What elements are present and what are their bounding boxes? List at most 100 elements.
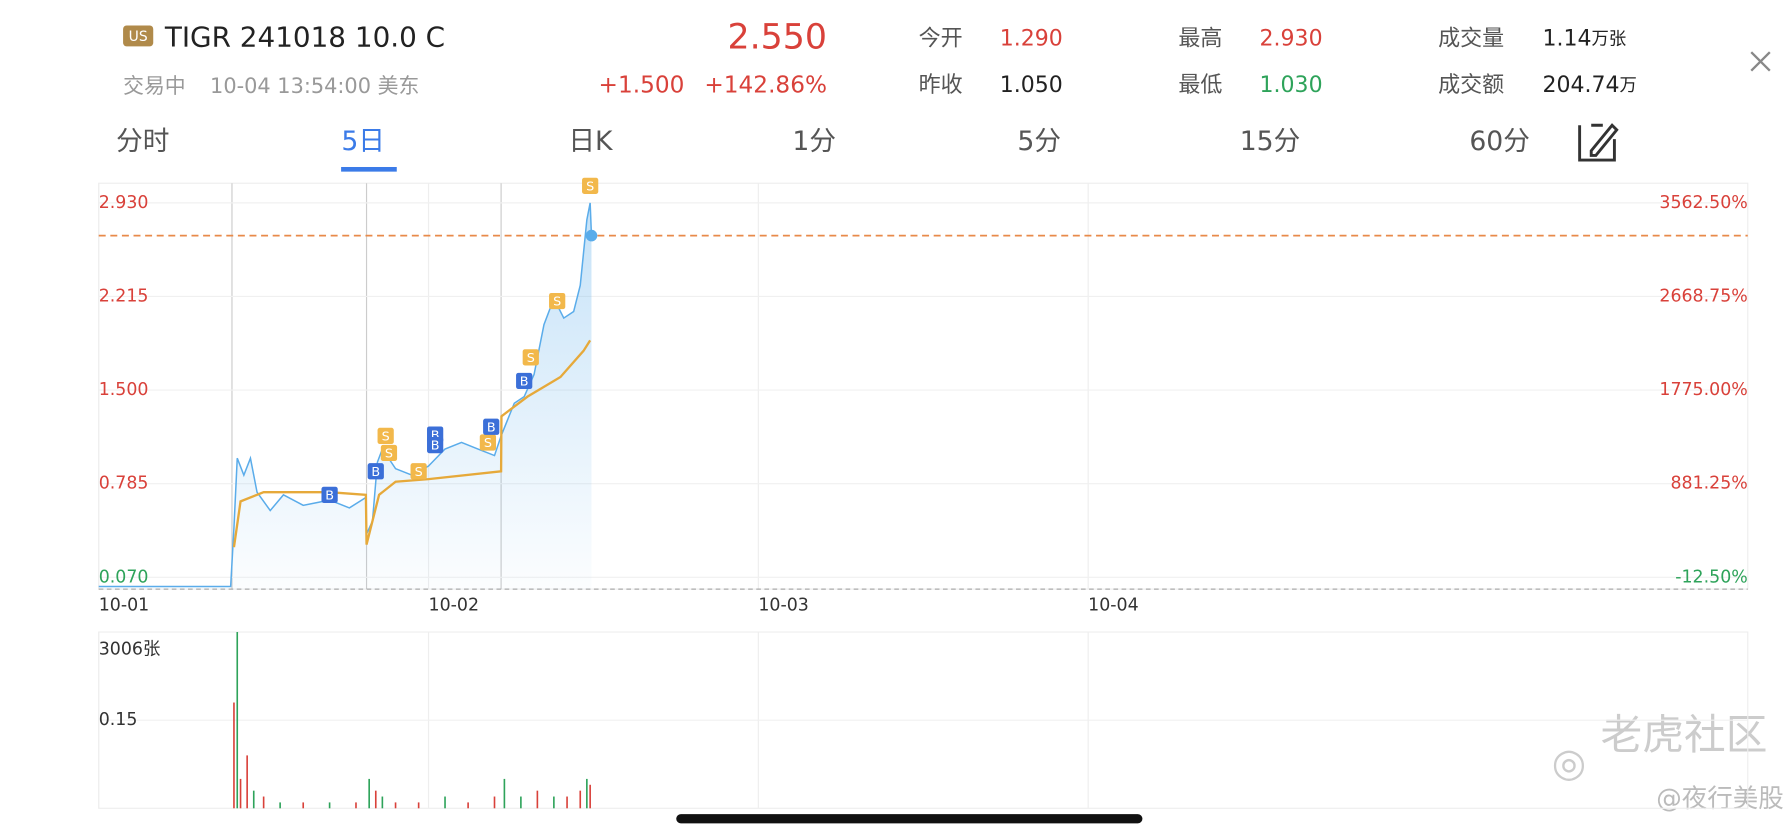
- volume-bar: [444, 796, 446, 809]
- stat-number: 1.030: [1260, 73, 1323, 98]
- trade-marker: [380, 444, 398, 462]
- trade-marker: [522, 349, 539, 366]
- trade-marker: [582, 177, 599, 194]
- stat-label: 昨收: [919, 73, 963, 98]
- home-indicator: [676, 814, 1143, 824]
- volume-bar: [589, 784, 591, 809]
- trade-marker: [549, 292, 566, 310]
- volume-bar: [520, 796, 522, 809]
- tab[interactable]: 1分: [792, 126, 836, 157]
- trade-marker-label: S: [553, 295, 561, 310]
- stat-label: 成交量: [1438, 26, 1504, 51]
- volume-bar: [328, 802, 331, 809]
- tab[interactable]: 5分: [1017, 126, 1061, 157]
- trade-marker-label: S: [586, 180, 594, 195]
- volume-bar: [553, 796, 555, 809]
- stat-value: 2.930: [1260, 26, 1323, 51]
- time: 10-04 13:54:00 美东: [210, 74, 419, 98]
- trade-marker: [377, 427, 394, 445]
- x-tick-label: 10-04: [1088, 595, 1139, 615]
- stat-value: 1.290: [1000, 26, 1063, 51]
- x-tick-label: 10-03: [758, 595, 809, 615]
- stat-number: 2.930: [1260, 26, 1323, 51]
- market-badge-bg: [123, 25, 154, 47]
- market-badge: US: [129, 29, 148, 45]
- x-tick-label: 10-01: [99, 595, 150, 615]
- trade-marker: [483, 418, 500, 435]
- trade-marker-label: S: [382, 430, 390, 445]
- y2-tick-label: -12.50%: [1675, 567, 1748, 587]
- stat-unit: 万: [1620, 76, 1637, 96]
- volume-bar: [417, 802, 420, 809]
- y-tick-label: 0.070: [99, 567, 149, 587]
- volume-bar: [246, 755, 248, 809]
- stat-label: 最高: [1178, 26, 1222, 51]
- price: 2.550: [727, 17, 827, 57]
- stat-label: 今开: [919, 26, 963, 51]
- trade-marker: [410, 463, 427, 480]
- y2-tick-label: 881.25%: [1670, 474, 1747, 494]
- stat-number: 1.14: [1543, 26, 1592, 51]
- y-tick-label: 0.785: [99, 474, 149, 494]
- trade-marker-label: B: [325, 488, 334, 503]
- stat-value: 1.030: [1260, 73, 1323, 98]
- stat-number: 1.050: [1000, 73, 1063, 98]
- stat-label: 成交额: [1438, 73, 1504, 98]
- trade-marker-label: S: [385, 447, 393, 462]
- stat-number: 204.74: [1543, 73, 1620, 98]
- trade-marker-label: B: [487, 420, 496, 435]
- stat-value: 204.74万: [1543, 73, 1637, 98]
- trade-marker: [516, 372, 533, 390]
- volume-bar: [381, 796, 384, 809]
- stat-value: 1.050: [1000, 73, 1063, 98]
- tab[interactable]: 15分: [1240, 126, 1301, 157]
- trade-marker-label: S: [484, 436, 492, 451]
- draw-tool[interactable]: [1578, 123, 1619, 162]
- volume-bar: [503, 778, 506, 809]
- volume-bar: [302, 802, 305, 809]
- trade-marker-label: S: [415, 465, 423, 480]
- y-tick-label: 2.215: [99, 286, 149, 306]
- tab[interactable]: 日K: [568, 126, 614, 157]
- trade-marker: [427, 436, 444, 454]
- trade-marker: [479, 434, 497, 451]
- trade-marker: [321, 486, 338, 503]
- y2-tick-label: 3562.50%: [1659, 193, 1747, 213]
- stat-value: 1.14万张: [1543, 26, 1627, 51]
- volume-tick-label: 0.15: [99, 710, 138, 730]
- volume-max-label: 3006张: [99, 639, 161, 659]
- volume-bar: [368, 778, 370, 809]
- volume-bar: [579, 790, 582, 809]
- status: 交易中: [123, 74, 186, 98]
- volume-bar: [279, 802, 281, 809]
- x-tick-label: 10-02: [429, 595, 479, 615]
- volume-bar: [262, 796, 265, 809]
- watermark-icon: ◎: [1552, 740, 1586, 786]
- trade-marker-label: B: [431, 428, 440, 443]
- area: [98, 202, 592, 590]
- stat-unit: 万张: [1592, 29, 1627, 49]
- volume-bar: [394, 802, 397, 809]
- close-button[interactable]: [1750, 51, 1771, 72]
- volume-bar: [467, 802, 469, 809]
- average-line: [232, 339, 592, 548]
- y2-tick-label: 1775.00%: [1659, 380, 1747, 400]
- change: +1.500: [599, 71, 685, 98]
- watermark-author: @夜行美股: [1656, 784, 1784, 814]
- trade-marker-label: S: [527, 351, 535, 366]
- tab[interactable]: 分时: [116, 126, 169, 157]
- symbol: TIGR 241018 10.0 C: [164, 20, 445, 53]
- stat-number: 1.290: [1000, 26, 1063, 51]
- volume-bar: [374, 790, 377, 809]
- trade-marker-label: B: [371, 465, 380, 480]
- tab-indicator: [341, 166, 397, 172]
- volume-bar: [239, 778, 242, 809]
- y2-tick-label: 2668.75%: [1659, 286, 1747, 306]
- volume-bar: [252, 790, 255, 809]
- volume-bar: [586, 778, 588, 809]
- tab[interactable]: 5日: [341, 126, 385, 157]
- tab[interactable]: 60分: [1469, 126, 1530, 157]
- volume-bar: [493, 796, 496, 809]
- trade-marker-label: B: [431, 439, 440, 454]
